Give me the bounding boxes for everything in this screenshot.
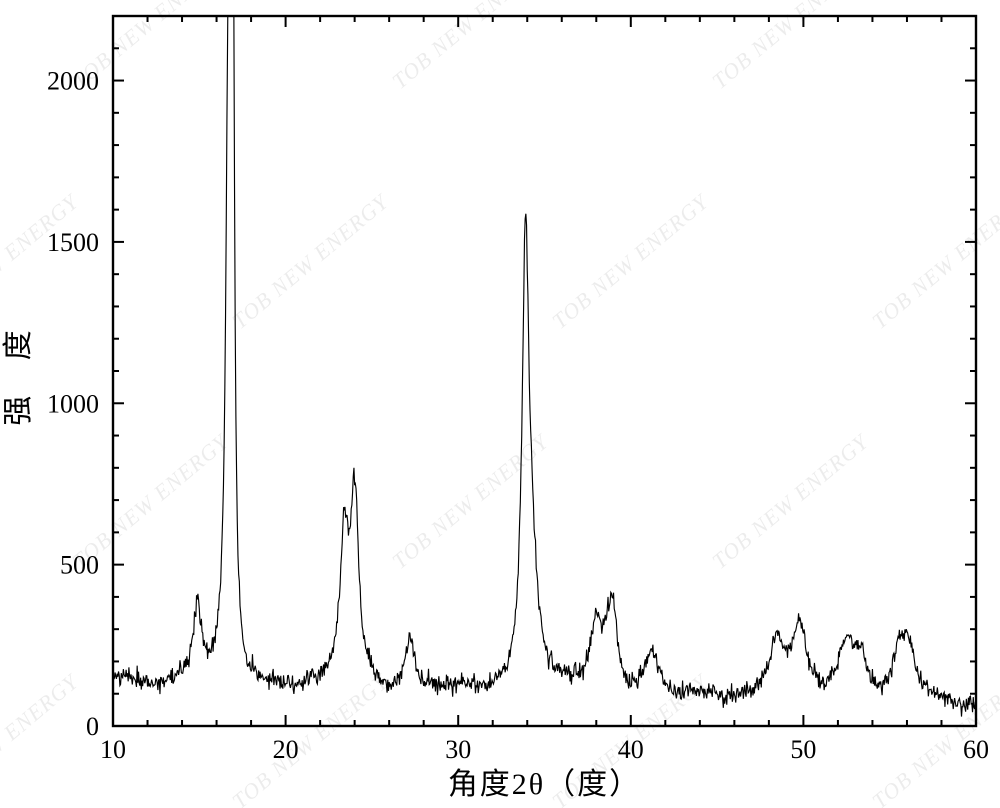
x-tick-label: 60 bbox=[963, 735, 989, 764]
x-tick-label: 50 bbox=[790, 735, 816, 764]
watermark-text: TOB NEW ENERGY bbox=[0, 188, 84, 334]
x-tick-label: 40 bbox=[618, 735, 644, 764]
y-tick-label: 500 bbox=[60, 551, 99, 580]
watermark-text: TOB NEW ENERGY bbox=[707, 428, 874, 574]
watermark-text: TOB NEW ENERGY bbox=[387, 0, 554, 94]
x-tick-label: 20 bbox=[273, 735, 299, 764]
ticks-layer bbox=[113, 16, 976, 726]
watermark-text: TOB NEW ENERGY bbox=[387, 428, 554, 574]
y-tick-label: 1000 bbox=[47, 389, 99, 418]
y-tick-label: 2000 bbox=[47, 67, 99, 96]
xrd-curve bbox=[113, 0, 976, 717]
plot-frame bbox=[113, 16, 976, 726]
watermark-text: TOB NEW ENERGY bbox=[0, 668, 84, 808]
watermark-text: TOB NEW ENERGY bbox=[547, 188, 714, 334]
y-axis-title: 强 度 bbox=[2, 316, 35, 426]
watermark-text: TOB NEW ENERGY bbox=[227, 668, 394, 808]
chart-root: TOB NEW ENERGY TOB NEW ENERGY TOB NEW ENER… bbox=[0, 0, 1000, 808]
y-tick-label: 0 bbox=[86, 712, 99, 741]
x-tick-label: 10 bbox=[100, 735, 126, 764]
y-tick-label: 1500 bbox=[47, 228, 99, 257]
watermark-text: TOB NEW ENERGY bbox=[867, 188, 1000, 334]
x-tick-label: 30 bbox=[445, 735, 471, 764]
chart-svg: TOB NEW ENERGY TOB NEW ENERGY TOB NEW ENER… bbox=[0, 0, 1000, 808]
watermark-text: TOB NEW ENERGY bbox=[227, 188, 394, 334]
watermark-text: TOB NEW ENERGY bbox=[707, 0, 874, 94]
x-axis-title: 角度2θ（度） bbox=[448, 768, 641, 801]
